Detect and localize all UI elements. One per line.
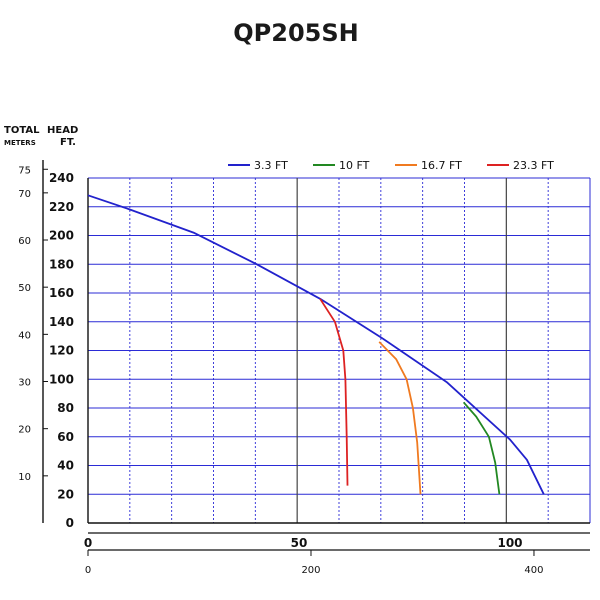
feet-tick-label: 100	[49, 372, 74, 386]
feet-tick-label: 180	[49, 257, 74, 271]
chart-axes	[42, 160, 590, 551]
legend-label: 10 FT	[339, 159, 370, 172]
meters-axis-label-bottom: METERS	[4, 139, 36, 147]
chart-grid	[88, 177, 591, 523]
feet-tick-label: 120	[49, 344, 74, 358]
feet-tick-label: 60	[57, 430, 74, 444]
x-top-tick-label: 50	[291, 536, 308, 550]
series-line	[378, 341, 422, 495]
feet-tick-label: 40	[57, 459, 74, 473]
legend-label: 3.3 FT	[254, 159, 288, 172]
x-top-tick-label: 100	[497, 536, 522, 550]
x-bottom-tick-label: 0	[85, 565, 91, 576]
chart-legend: 3.3 FT 10 FT 16.7 FT 23.3 FT	[228, 159, 554, 172]
x-top-tick-label: 0	[84, 536, 92, 550]
feet-axis-label-bottom: FT.	[60, 137, 76, 148]
feet-tick-label: 160	[49, 286, 74, 300]
chart-title: QP205SH	[233, 19, 358, 47]
feet-tick-label: 240	[49, 171, 74, 185]
feet-tick-label: 140	[49, 315, 74, 329]
meters-axis-label-top: TOTAL	[4, 125, 40, 136]
feet-tick-label: 20	[57, 487, 74, 501]
series-line	[319, 298, 349, 486]
meters-tick-label: 60	[18, 236, 31, 247]
x-bottom-tick-label: 200	[301, 565, 320, 576]
meters-tick-label: 50	[18, 283, 31, 294]
x-bottom-tick-label: 400	[524, 565, 543, 576]
feet-axis-label-top: HEAD	[47, 125, 78, 136]
chart-series	[87, 194, 545, 495]
meters-tick-label: 40	[18, 330, 31, 341]
feet-tick-label: 220	[49, 200, 74, 214]
meters-tick-label: 75	[18, 165, 31, 176]
chart-ticks: 2402202001801601401201008060402007570605…	[18, 165, 543, 576]
feet-tick-label: 0	[66, 516, 74, 530]
feet-tick-label: 200	[49, 229, 74, 243]
series-line	[87, 194, 545, 495]
meters-tick-label: 30	[18, 378, 31, 389]
meters-tick-label: 70	[18, 189, 31, 200]
legend-label: 16.7 FT	[421, 159, 462, 172]
meters-tick-label: 20	[18, 425, 31, 436]
legend-label: 23.3 FT	[513, 159, 554, 172]
meters-tick-label: 10	[18, 472, 31, 483]
feet-tick-label: 80	[57, 401, 74, 415]
series-line	[462, 401, 501, 495]
